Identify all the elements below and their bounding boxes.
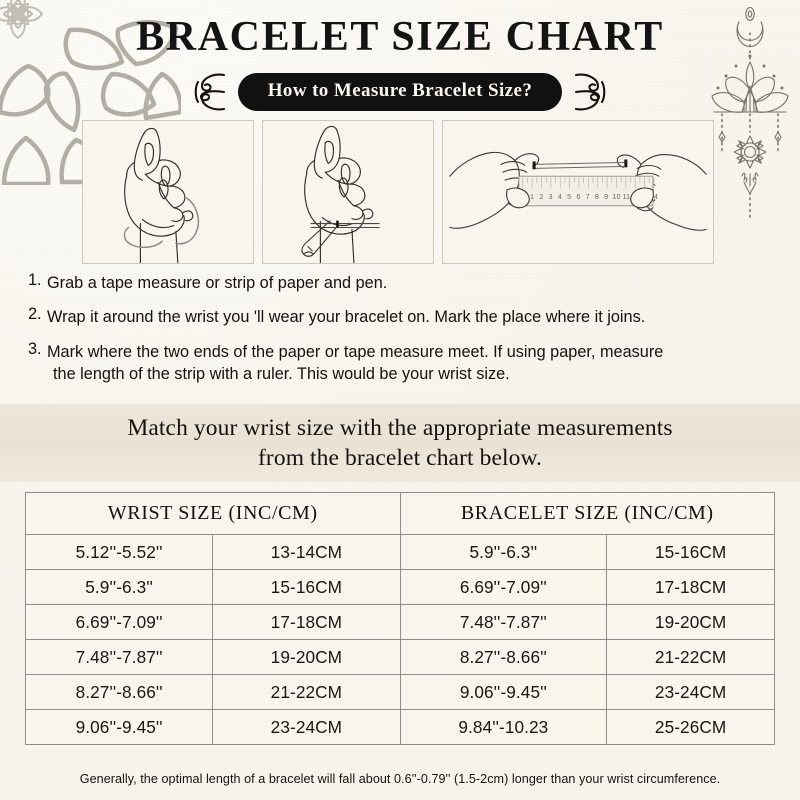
bracelet-size-table: WRIST SIZE (INC/CM) BRACELET SIZE (INC/C…: [24, 492, 775, 745]
svg-text:8: 8: [595, 192, 599, 201]
cell-bracelet-cm: 23-24CM: [606, 674, 775, 710]
svg-text:5: 5: [567, 192, 571, 201]
illustration-box-1: [82, 120, 254, 264]
cell-bracelet-cm: 15-16CM: [606, 534, 775, 570]
cell-wrist-cm: 13-14CM: [212, 534, 401, 570]
section-banner: Match your wrist size with the appropria…: [0, 404, 800, 482]
list-item: 2. Wrap it around the wrist you 'll wear…: [28, 306, 780, 328]
svg-text:2: 2: [539, 192, 543, 201]
cell-bracelet-cm: 25-26CM: [606, 709, 775, 745]
banner-line-2: from the bracelet chart below.: [258, 445, 542, 471]
table-row: 9.06''-9.45'' 23-24CM 9.84''-10.23 25-26…: [24, 709, 775, 745]
step-text-continuation: the length of the strip with a ruler. Th…: [53, 365, 510, 384]
cell-bracelet-inch: 7.48''-7.87'': [399, 604, 608, 640]
column-header-bracelet-size: BRACELET SIZE (INC/CM): [399, 492, 775, 535]
step-text: Grab a tape measure or strip of paper an…: [47, 274, 388, 292]
cell-wrist-cm: 19-20CM: [212, 639, 401, 675]
table-row: 6.69''-7.09'' 17-18CM 7.48''-7.87'' 19-2…: [24, 604, 775, 640]
list-item: 3. Mark where the two ends of the paper …: [28, 341, 780, 386]
cell-wrist-inch: 7.48''-7.87'': [24, 639, 214, 675]
page-title: BRACELET SIZE CHART: [136, 14, 664, 60]
flourish-swirl-left-icon: [194, 73, 225, 111]
svg-text:14: 14: [650, 192, 658, 201]
svg-text:9: 9: [604, 192, 608, 201]
flourish-swirl-right-icon: [575, 73, 606, 111]
cell-wrist-inch: 9.06''-9.45'': [24, 709, 214, 745]
mandala-flower-ornament: [0, 0, 181, 185]
cell-bracelet-inch: 9.06''-9.45'': [399, 674, 608, 710]
step-number: 3.: [28, 339, 42, 358]
cell-bracelet-cm: 21-22CM: [606, 639, 775, 675]
hand-with-marked-paper-strip-illustration: [301, 125, 380, 263]
cell-wrist-cm: 17-18CM: [212, 604, 401, 640]
svg-text:11: 11: [623, 192, 631, 201]
table-row: 5.9''-6.3'' 15-16CM 6.69''-7.09'' 17-18C…: [24, 569, 775, 605]
cell-wrist-inch: 5.9''-6.3'': [24, 569, 214, 605]
cell-bracelet-inch: 5.9''-6.3'': [399, 534, 608, 570]
step-number: 2.: [28, 305, 42, 324]
cell-bracelet-cm: 17-18CM: [606, 569, 775, 605]
cell-bracelet-inch: 6.69''-7.09'': [399, 569, 608, 605]
cell-bracelet-cm: 19-20CM: [606, 604, 775, 640]
cell-wrist-inch: 5.12''-5.52'': [24, 534, 214, 570]
cell-wrist-cm: 21-22CM: [212, 674, 401, 710]
banner-line-1: Match your wrist size with the appropria…: [127, 414, 673, 441]
footer-note: Generally, the optimal length of a brace…: [79, 772, 721, 786]
svg-text:10: 10: [612, 192, 620, 201]
badge-how-to-measure[interactable]: How to Measure Bracelet Size?: [237, 73, 563, 111]
cell-wrist-cm: 23-24CM: [212, 709, 401, 745]
hand-with-tape-measure-illustration: [123, 127, 200, 263]
table-row: 5.12''-5.52'' 13-14CM 5.9''-6.3'' 15-16C…: [24, 534, 775, 570]
svg-text:7: 7: [586, 192, 590, 201]
step-text: Mark where the two ends of the paper or …: [47, 342, 664, 361]
badge-row: How to Measure Bracelet Size?: [0, 70, 800, 114]
column-header-wrist-size: WRIST SIZE (INC/CM): [25, 492, 401, 535]
lotus-mandala-hanging-ornament: [711, 6, 789, 219]
table-row: 8.27''-8.66'' 21-22CM 9.06''-9.45'' 23-2…: [24, 674, 775, 710]
cell-wrist-cm: 15-16CM: [212, 569, 401, 605]
cell-bracelet-inch: 8.27''-8.66'': [399, 639, 608, 675]
cell-wrist-inch: 6.69''-7.09'': [24, 604, 214, 640]
svg-text:6: 6: [576, 192, 580, 201]
svg-text:3: 3: [549, 192, 553, 201]
size-chart-table-wrapper: WRIST SIZE (INC/CM) BRACELET SIZE (INC/C…: [24, 492, 775, 745]
list-item: 1. Grab a tape measure or strip of paper…: [28, 272, 780, 294]
instruction-steps: 1. Grab a tape measure or strip of paper…: [28, 272, 780, 398]
illustration-box-2: [262, 120, 434, 264]
step-text: Wrap it around the wrist you 'll wear yo…: [47, 308, 646, 327]
step-number: 1.: [28, 271, 42, 289]
section-banner-text: Match your wrist size with the appropria…: [105, 413, 694, 473]
svg-text:1: 1: [530, 192, 534, 201]
cell-bracelet-inch: 9.84''-10.23: [399, 709, 608, 745]
cell-wrist-inch: 8.27''-8.66'': [24, 674, 214, 710]
table-header-row: WRIST SIZE (INC/CM) BRACELET SIZE (INC/C…: [25, 492, 775, 535]
table-row: 7.48''-7.87'' 19-20CM 8.27''-8.66'' 21-2…: [24, 639, 775, 675]
svg-text:4: 4: [558, 192, 562, 201]
